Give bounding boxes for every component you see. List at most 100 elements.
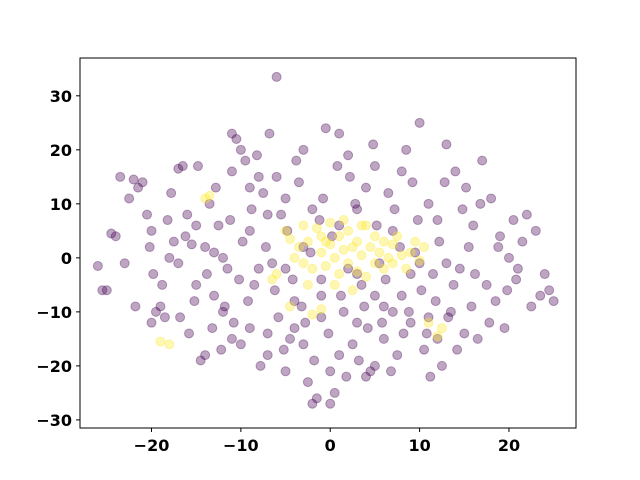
scatter-point-purple bbox=[360, 371, 371, 382]
scatter-point-purple bbox=[200, 350, 211, 361]
scatter-point-purple bbox=[360, 182, 371, 193]
scatter-point-yellow bbox=[204, 190, 215, 201]
scatter-point-purple bbox=[258, 188, 269, 199]
scatter-point-purple bbox=[155, 301, 166, 312]
scatter-point-yellow bbox=[298, 220, 309, 231]
scatter-point-purple bbox=[430, 296, 441, 307]
scatter-point-purple bbox=[291, 155, 302, 166]
scatter-point-yellow bbox=[302, 236, 313, 247]
scatter-point-purple bbox=[508, 215, 519, 226]
scatter-point-purple bbox=[244, 182, 255, 193]
y-tick-label: −20 bbox=[36, 357, 72, 376]
scatter-point-yellow bbox=[343, 258, 354, 269]
scatter-point-purple bbox=[177, 161, 188, 172]
scatter-point-purple bbox=[219, 301, 230, 312]
scatter-point-purple bbox=[300, 317, 311, 328]
scatter-point-purple bbox=[493, 242, 504, 253]
scatter-point-purple bbox=[316, 274, 327, 285]
scatter-point-purple bbox=[327, 231, 338, 242]
scatter-point-purple bbox=[316, 290, 327, 301]
scatter-point-yellow bbox=[298, 258, 309, 269]
scatter-point-purple bbox=[142, 209, 153, 220]
scatter-point-purple bbox=[369, 161, 380, 172]
scatter-point-purple bbox=[434, 236, 445, 247]
scatter-point-yellow bbox=[325, 239, 336, 250]
scatter-point-purple bbox=[243, 296, 254, 307]
scatter-point-purple bbox=[226, 166, 237, 177]
scatter-point-purple bbox=[481, 279, 492, 290]
scatter-point-purple bbox=[305, 247, 316, 258]
scatter-point-purple bbox=[414, 117, 425, 128]
scatter-point-purple bbox=[353, 355, 364, 366]
y-tick-label: 20 bbox=[50, 141, 72, 160]
scatter-point-purple bbox=[180, 231, 191, 242]
scatter-point-purple bbox=[217, 252, 228, 263]
scatter-point-purple bbox=[475, 198, 486, 209]
scatter-point-purple bbox=[407, 177, 418, 188]
scatter-point-purple bbox=[237, 236, 248, 247]
scatter-point-purple bbox=[389, 204, 400, 215]
scatter-point-yellow bbox=[302, 279, 313, 290]
scatter-point-yellow bbox=[316, 304, 327, 315]
scatter-point-purple bbox=[191, 279, 202, 290]
scatter-point-yellow bbox=[378, 263, 389, 274]
scatter-point-yellow bbox=[289, 252, 300, 263]
scatter-point-purple bbox=[398, 328, 409, 339]
scatter-point-purple bbox=[228, 317, 239, 328]
scatter-point-yellow bbox=[432, 331, 443, 342]
scatter-point-purple bbox=[213, 220, 224, 231]
scatter-point-purple bbox=[369, 360, 380, 371]
scatter-point-purple bbox=[332, 161, 343, 172]
scatter-point-purple bbox=[173, 258, 184, 269]
scatter-point-purple bbox=[101, 285, 112, 296]
scatter-point-purple bbox=[157, 279, 168, 290]
scatter-point-yellow bbox=[374, 247, 385, 258]
scatter-point-purple bbox=[425, 371, 436, 382]
scatter-point-purple bbox=[164, 252, 175, 263]
scatter-point-purple bbox=[235, 339, 246, 350]
scatter-point-purple bbox=[173, 163, 184, 174]
scatter-point-purple bbox=[352, 317, 363, 328]
scatter-point-purple bbox=[334, 220, 345, 231]
scatter-point-purple bbox=[307, 398, 318, 409]
y-tick-label: 10 bbox=[50, 195, 72, 214]
scatter-point-yellow bbox=[280, 225, 291, 236]
scatter-point-purple bbox=[249, 279, 260, 290]
scatter-point-purple bbox=[383, 188, 394, 199]
scatter-point-yellow bbox=[347, 285, 358, 296]
scatter-point-purple bbox=[246, 204, 257, 215]
scatter-point-purple bbox=[392, 350, 403, 361]
scatter-point-purple bbox=[195, 355, 206, 366]
scatter-point-purple bbox=[119, 258, 130, 269]
scatter-point-purple bbox=[302, 377, 313, 388]
scatter-point-yellow bbox=[352, 236, 363, 247]
scatter-point-yellow bbox=[320, 260, 331, 271]
scatter-point-purple bbox=[432, 215, 443, 226]
scatter-point-purple bbox=[235, 144, 246, 155]
scatter-point-purple bbox=[394, 242, 405, 253]
scatter-point-yellow bbox=[369, 231, 380, 242]
scatter-point-yellow bbox=[338, 215, 349, 226]
scatter-point-yellow bbox=[423, 317, 434, 328]
scatter-point-purple bbox=[387, 306, 398, 317]
scatter-point-yellow bbox=[419, 242, 430, 253]
scatter-point-purple bbox=[209, 247, 220, 258]
scatter-point-purple bbox=[365, 366, 376, 377]
y-tick-label: 0 bbox=[61, 249, 72, 268]
scatter-point-purple bbox=[334, 128, 345, 139]
scatter-point-purple bbox=[175, 312, 186, 323]
scatter-point-purple bbox=[452, 344, 463, 355]
scatter-point-yellow bbox=[164, 339, 175, 350]
scatter-point-purple bbox=[110, 231, 121, 242]
scatter-point-purple bbox=[124, 193, 135, 204]
scatter-point-purple bbox=[334, 350, 345, 361]
scatter-point-purple bbox=[200, 242, 211, 253]
scatter-point-purple bbox=[271, 71, 282, 82]
scatter-point-purple bbox=[325, 398, 336, 409]
scatter-point-purple bbox=[323, 328, 334, 339]
scatter-point-purple bbox=[168, 236, 179, 247]
scatter-point-purple bbox=[374, 258, 385, 269]
scatter-point-purple bbox=[463, 242, 474, 253]
scatter-point-yellow bbox=[378, 236, 389, 247]
scatter-point-yellow bbox=[267, 274, 278, 285]
